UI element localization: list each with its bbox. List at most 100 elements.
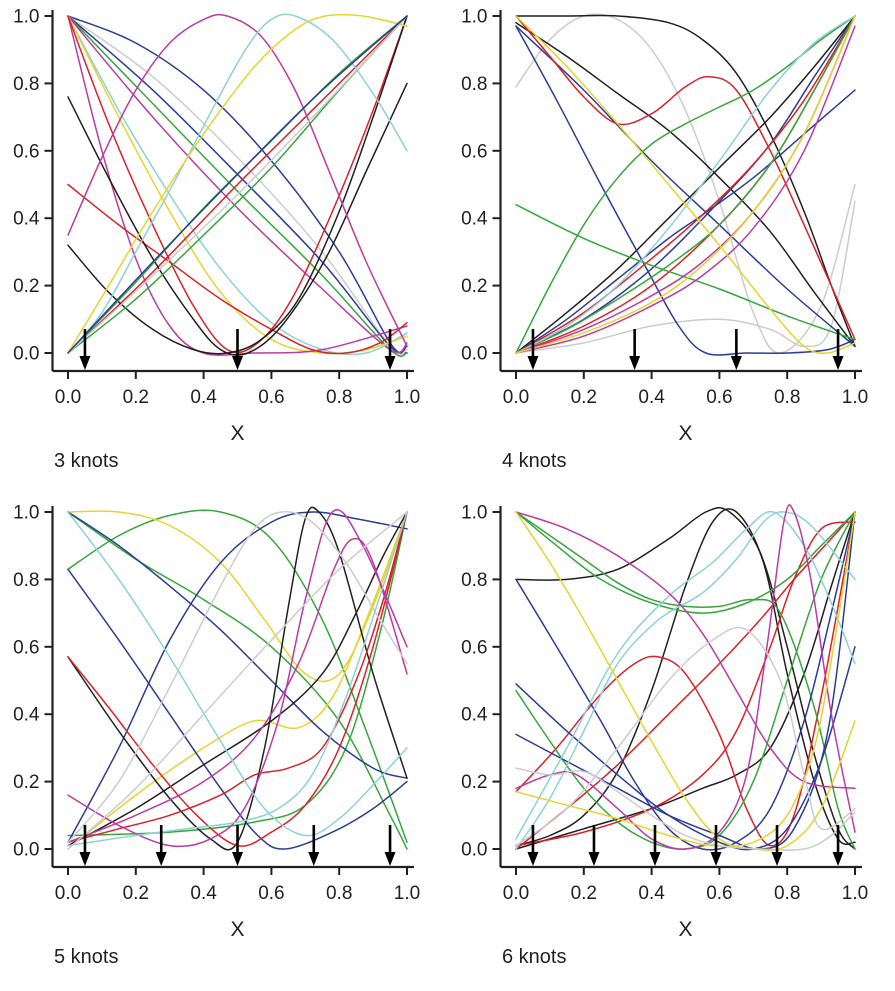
- spline-curve: [515, 21, 856, 348]
- spline-curve: [515, 507, 856, 850]
- spline-curve: [515, 511, 856, 850]
- y-tick-label: 0.8: [13, 74, 39, 95]
- x-tick-label: 0.0: [55, 883, 81, 904]
- x-tick-label: 0.2: [123, 387, 149, 408]
- spline-curve: [515, 504, 856, 850]
- spline-curve: [67, 15, 408, 354]
- x-axis-title: X: [678, 422, 692, 445]
- spline-curve: [67, 511, 408, 847]
- x-tick-label: 0.6: [706, 883, 732, 904]
- spline-curve: [67, 15, 408, 356]
- y-tick-label: 0.4: [461, 209, 488, 230]
- y-tick-label: 1.0: [461, 7, 487, 28]
- x-tick-label: 0.8: [774, 387, 800, 408]
- x-tick-label: 0.6: [258, 883, 284, 904]
- spline-curve: [515, 511, 856, 851]
- spline-curve: [67, 509, 408, 844]
- y-tick-label: 0.6: [13, 141, 39, 162]
- y-tick-label: 1.0: [13, 7, 39, 28]
- x-tick-label: 0.2: [123, 883, 149, 904]
- x-tick-label: 1.0: [394, 883, 420, 904]
- spline-curve: [67, 82, 408, 356]
- spline-curve: [67, 15, 408, 354]
- spline-curve: [515, 15, 856, 354]
- y-tick-label: 0.2: [461, 772, 487, 793]
- spline-curve: [67, 506, 408, 851]
- y-tick-label: 0.8: [461, 570, 487, 591]
- y-tick-label: 0.4: [13, 705, 40, 726]
- spline-curve: [515, 511, 856, 848]
- x-tick-label: 0.6: [706, 387, 732, 408]
- y-tick-label: 0.4: [461, 705, 488, 726]
- spline-curve: [515, 511, 856, 850]
- spline-curve: [515, 15, 856, 354]
- spline-curve: [515, 13, 856, 354]
- y-tick-label: 0.0: [13, 840, 39, 861]
- x-tick-label: 0.4: [190, 883, 217, 904]
- spline-curve: [515, 511, 856, 852]
- panel-caption: 3 knots: [54, 450, 118, 472]
- panel-3-knots: 0.0 0.2 0.4 0.6 0.8 1.0 0.0 0.2 0.4 0.6 0.8 1.0 X 3 k…: [13, 7, 420, 473]
- knot-arrow-head: [730, 356, 742, 370]
- y-tick-label: 0.6: [461, 637, 487, 658]
- spline-curve: [515, 626, 856, 847]
- knot-arrow-head: [79, 852, 91, 866]
- spline-curve: [67, 13, 408, 354]
- spline-curve: [515, 511, 856, 614]
- x-tick-label: 0.8: [326, 883, 352, 904]
- y-tick-label: 0.2: [13, 772, 39, 793]
- panel-5-knots: 0.0 0.2 0.4 0.6 0.8 1.0 0.0 0.2 0.4 0.6 0.8 1.0 X 5 k…: [13, 503, 420, 969]
- spline-curve: [515, 15, 856, 354]
- spline-curve: [67, 15, 408, 354]
- spline-curve: [67, 511, 408, 779]
- spline-curve: [67, 13, 408, 348]
- spline-curve: [515, 767, 856, 851]
- spline-curve: [515, 511, 856, 850]
- spline-curve: [67, 510, 408, 683]
- spline-curve: [67, 537, 408, 844]
- spline-curve: [67, 511, 408, 850]
- knot-arrow-head: [384, 852, 396, 866]
- knot-arrow-head: [629, 356, 641, 370]
- panel-4-knots: 0.0 0.2 0.4 0.6 0.8 1.0 0.0 0.2 0.4 0.6 0.8 1.0 X 4 k…: [461, 7, 868, 473]
- spline-curve: [515, 510, 856, 840]
- x-tick-label: 0.0: [503, 387, 529, 408]
- x-axis-title: X: [230, 918, 244, 941]
- spline-curve: [67, 511, 408, 837]
- spline-curve: [67, 511, 408, 837]
- y-tick-label: 0.6: [13, 637, 39, 658]
- x-tick-label: 1.0: [394, 387, 420, 408]
- x-tick-label: 0.0: [503, 883, 529, 904]
- y-tick-label: 1.0: [13, 503, 39, 524]
- spline-curve: [515, 521, 856, 847]
- spline-curve: [67, 509, 408, 848]
- knot-arrow-head: [232, 852, 243, 866]
- spline-curve: [515, 511, 856, 790]
- x-axis-title: X: [678, 918, 692, 941]
- spline-curve: [67, 511, 408, 850]
- knot-arrow-head: [588, 852, 600, 866]
- spline-curve: [67, 183, 408, 355]
- y-tick-label: 0.0: [13, 344, 39, 365]
- spline-curve: [67, 511, 408, 844]
- knot-arrow-head: [649, 852, 661, 866]
- spline-curve: [515, 15, 856, 341]
- x-tick-label: 1.0: [842, 883, 868, 904]
- spline-curve: [515, 25, 856, 356]
- spline-curve: [515, 25, 856, 348]
- y-tick-label: 0.8: [13, 570, 39, 591]
- x-tick-label: 0.0: [55, 387, 81, 408]
- y-tick-label: 0.2: [461, 276, 487, 297]
- spline-curve: [515, 89, 856, 354]
- panel-caption: 4 knots: [502, 450, 566, 472]
- x-axis-title: X: [230, 422, 244, 445]
- spline-curve: [67, 511, 408, 847]
- spline-curve: [67, 511, 408, 844]
- knot-arrow-head: [527, 356, 539, 370]
- spline-curve: [67, 511, 408, 847]
- x-tick-label: 0.8: [326, 387, 352, 408]
- knot-arrow-head: [308, 852, 320, 866]
- panel-caption: 5 knots: [54, 946, 118, 968]
- knot-arrow-head: [384, 356, 396, 370]
